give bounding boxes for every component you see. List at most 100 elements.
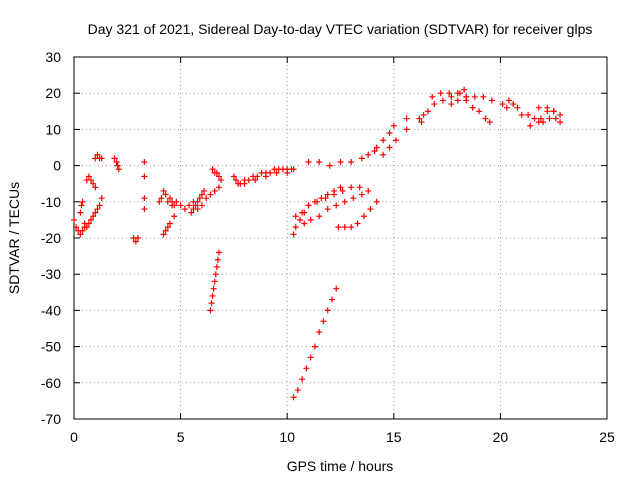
data-point	[299, 376, 306, 383]
x-tick-label: 20	[493, 429, 509, 445]
data-point	[210, 285, 217, 292]
data-point	[373, 198, 380, 205]
data-point	[88, 177, 95, 184]
data-point	[367, 206, 374, 213]
data-series	[416, 86, 468, 126]
data-point	[209, 292, 216, 299]
data-point	[85, 173, 92, 180]
data-point	[358, 155, 365, 162]
data-point	[198, 202, 205, 209]
data-point	[518, 111, 525, 118]
data-point	[114, 162, 121, 169]
data-point	[209, 166, 216, 173]
data-series	[230, 166, 295, 187]
data-point	[324, 206, 331, 213]
data-point	[215, 173, 222, 180]
data-series	[207, 249, 222, 314]
data-point	[424, 108, 431, 115]
data-point	[448, 101, 455, 108]
data-point	[365, 187, 372, 194]
data-point	[292, 224, 299, 231]
data-point	[482, 115, 489, 122]
data-point	[299, 209, 306, 216]
data-point	[469, 104, 476, 111]
data-point	[505, 97, 512, 104]
data-point	[158, 195, 165, 202]
data-series	[92, 151, 105, 162]
axis-ticks	[73, 56, 608, 420]
data-point	[339, 187, 346, 194]
data-point	[166, 220, 173, 227]
data-point	[420, 111, 427, 118]
y-tick-label: -10	[41, 194, 61, 210]
x-tick-label: 15	[386, 429, 402, 445]
data-point	[94, 206, 101, 213]
data-point	[514, 104, 521, 111]
data-point	[203, 195, 210, 202]
data-point	[190, 206, 197, 213]
data-point	[324, 191, 331, 198]
data-point	[214, 256, 221, 263]
data-point	[326, 162, 333, 169]
data-series	[429, 90, 470, 100]
data-point	[230, 173, 237, 180]
data-point	[208, 300, 215, 307]
data-point	[92, 184, 99, 191]
data-point	[454, 90, 461, 97]
data-point	[92, 209, 99, 216]
data-point	[550, 108, 557, 115]
data-point	[115, 166, 122, 173]
data-point	[316, 213, 323, 220]
data-point	[215, 249, 222, 256]
data-point	[77, 209, 84, 216]
data-point	[461, 86, 468, 93]
data-point	[537, 115, 544, 122]
data-point	[546, 115, 553, 122]
data-series	[499, 101, 510, 111]
data-point	[98, 155, 105, 162]
data-point	[341, 198, 348, 205]
data-point	[96, 202, 103, 209]
data-series	[518, 111, 544, 122]
data-point	[348, 184, 355, 191]
data-point	[245, 177, 252, 184]
data-point	[448, 93, 455, 100]
data-point	[113, 158, 120, 165]
data-point	[416, 115, 423, 122]
data-point	[316, 329, 323, 336]
data-point	[141, 158, 148, 165]
data-point	[173, 198, 180, 205]
data-point	[141, 206, 148, 213]
data-point	[360, 213, 367, 220]
data-point	[525, 111, 532, 118]
data-series	[463, 97, 493, 126]
data-point	[356, 184, 363, 191]
data-point	[544, 104, 551, 111]
data-point	[527, 122, 534, 129]
data-point	[88, 216, 95, 223]
data-point	[476, 108, 483, 115]
data-point	[510, 101, 517, 108]
data-point	[503, 104, 510, 111]
data-point	[480, 93, 487, 100]
data-point	[77, 231, 84, 238]
data-point	[320, 318, 327, 325]
data-point	[94, 151, 101, 158]
data-series	[241, 166, 297, 187]
data-point	[322, 195, 329, 202]
data-series	[141, 158, 148, 213]
x-tick-label: 5	[177, 429, 185, 445]
data-point	[296, 216, 303, 223]
grid-lines	[74, 57, 607, 419]
x-tick-label: 0	[70, 429, 78, 445]
data-point	[333, 285, 340, 292]
data-point	[331, 191, 338, 198]
data-point	[211, 278, 218, 285]
y-tick-label: -50	[41, 339, 61, 355]
data-point	[177, 202, 184, 209]
data-point	[314, 198, 321, 205]
x-tick-label: 10	[279, 429, 295, 445]
data-point	[431, 101, 438, 108]
data-point	[290, 231, 297, 238]
data-point	[207, 191, 214, 198]
